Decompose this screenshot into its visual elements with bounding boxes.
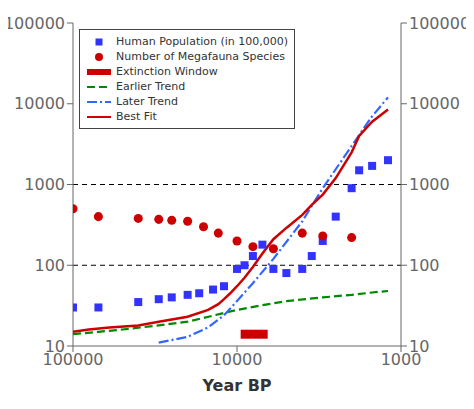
html-text:Human Population (in 100,000): Human Population (in 100,000) [116,35,289,48]
html-text:Best Fit: Best Fit [116,110,157,123]
html-text:Earlier Trend: Earlier Trend [116,80,186,93]
html-text:Later Trend: Later Trend [116,95,179,108]
svg-text:100000: 100000 [8,14,65,33]
svg-text:10000: 10000 [212,350,263,369]
svg-text:1000: 1000 [409,175,450,194]
svg-text:100000: 100000 [409,14,466,33]
svg-text:10: 10 [45,337,65,356]
svg-text:1000: 1000 [24,175,65,194]
svg-text:Year BP: Year BP [201,376,271,395]
html-text:Extinction Window: Extinction Window [116,65,218,78]
svg-text:100: 100 [34,256,65,275]
svg-text:10: 10 [409,337,429,356]
svg-text:10000: 10000 [409,94,460,113]
svg-text:1000: 1000 [380,350,422,370]
svg-text:100000: 100000 [42,350,104,370]
html-text:Number of Megafauna Species: Number of Megafauna Species [116,50,285,63]
svg-text:100: 100 [409,256,440,275]
svg-text:10000: 10000 [14,94,65,113]
